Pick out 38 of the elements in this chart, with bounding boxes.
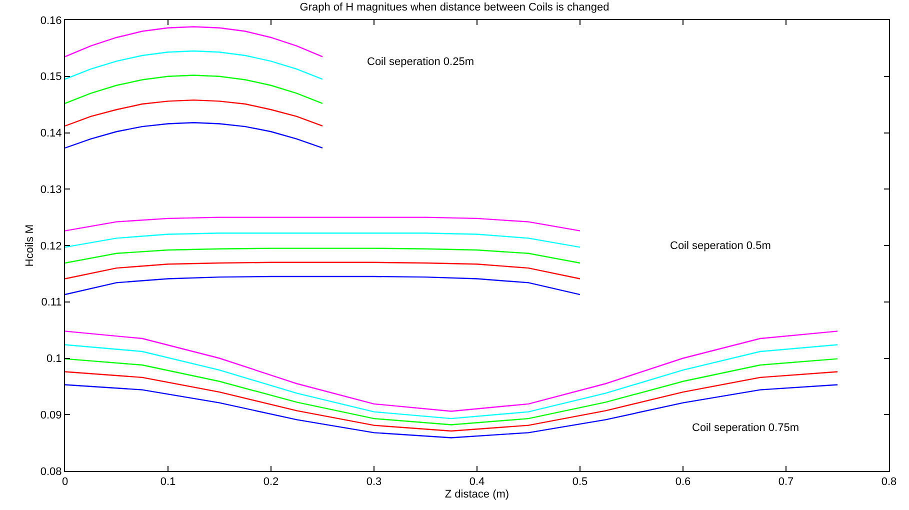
line-series [65,26,324,58]
line-series [65,384,838,438]
y-tick-label: 0.13 [40,184,62,196]
x-tick-label: 0.6 [675,476,691,488]
line-series [65,344,838,420]
line-series [65,50,324,80]
y-axis-title: Hcoils M [24,224,36,267]
line-series [65,216,581,232]
line-series [65,232,581,248]
annotation: Coil seperation 0.5m [670,240,771,252]
annotation: Coil seperation 0.75m [692,422,800,434]
line-series [65,248,581,264]
y-tick-label: 0.14 [40,128,62,140]
line-series [65,276,581,296]
line-series [65,330,838,412]
y-tick-label: 0.16 [40,14,62,27]
x-tick-label: 0.4 [469,476,485,488]
y-tick-label: 0.1 [46,353,62,366]
line-series [65,371,838,432]
x-tick-label: 0.8 [881,476,897,488]
x-tick-label: 0.7 [778,476,794,488]
y-tick-label: 0.09 [40,409,62,422]
x-axis-title: Z distace (m) [444,488,510,500]
line-series [65,74,324,104]
line-series [65,122,324,149]
y-tick-label: 0.12 [40,240,62,252]
y-tick-label: 0.11 [41,296,62,309]
y-tick-label: 0.08 [40,466,62,478]
chart-title: Graph of H magnitues when distance between Coils is changed [300,1,610,14]
x-tick-label: 0.1 [160,476,176,488]
x-tick-label: 0.3 [366,476,382,488]
line-series [65,262,581,280]
x-tick-label: 0.5 [572,476,588,488]
y-tick-label: 0.15 [40,71,62,84]
annotation: Coil seperation 0.25m [367,56,474,68]
x-tick-label: 0 [62,476,68,488]
x-tick-label: 0.2 [263,476,279,488]
line-series [65,99,324,127]
